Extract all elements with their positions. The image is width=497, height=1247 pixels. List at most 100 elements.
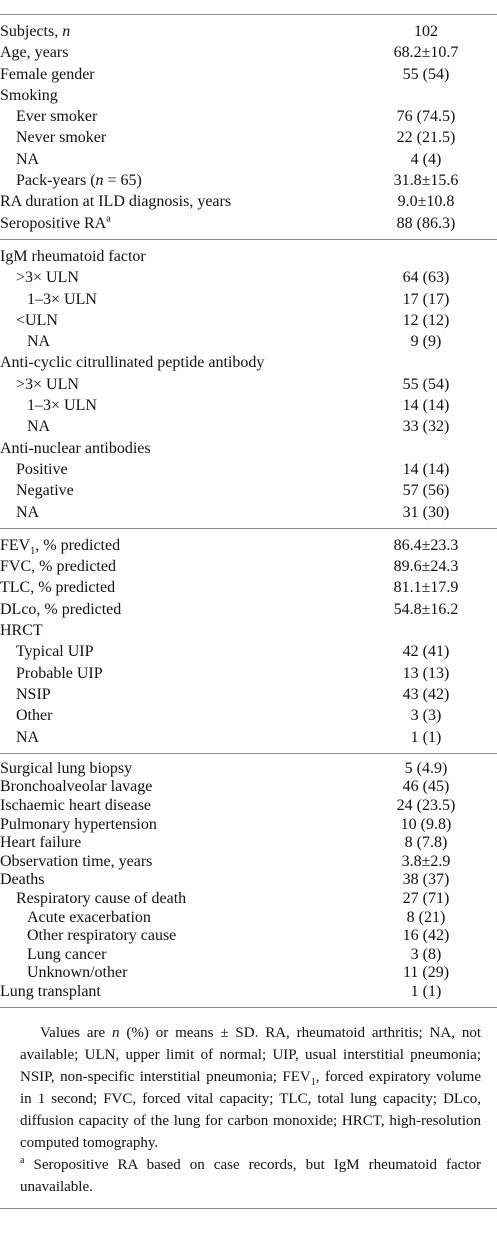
table-row: Age, years 68.2±10.7: [0, 42, 497, 63]
text: Lung cancer: [27, 945, 107, 963]
text: Surgical lung biopsy: [0, 759, 133, 777]
table-row: Respiratory cause of death 27 (71): [0, 890, 497, 909]
footnote: Values are n (%) or means ± SD. RA, rheu…: [20, 1022, 481, 1154]
table-row: FVC, % predicted 89.6±24.3: [0, 556, 497, 577]
text: Never smoker: [16, 129, 107, 147]
table-row: Probable UIP 13 (13): [0, 663, 497, 684]
table-row: Observation time, years 3.8±2.9: [0, 853, 497, 872]
row-value: 8 (7.8): [404, 834, 448, 852]
row-value: 33 (32): [402, 418, 450, 436]
row-value: 12 (12): [402, 311, 450, 329]
row-value: 86.4±23.3: [393, 536, 459, 554]
row-value: 17 (17): [402, 290, 450, 308]
table-row: Other 3 (3): [0, 705, 497, 726]
table-row: Unknown/other 11 (29): [0, 964, 497, 983]
text: Heart failure: [0, 834, 82, 852]
table-row: Pack-years (n = 65) 31.8±15.6: [0, 170, 497, 191]
text: = 65): [103, 172, 142, 190]
row-value: 55 (54): [402, 65, 450, 83]
table-row: HRCT: [0, 620, 497, 641]
row-label: RA duration at ILD diagnosis, years: [0, 191, 367, 212]
row-value: 1 (1): [410, 728, 442, 746]
row-value: 89.6±24.3: [393, 558, 459, 576]
text: Anti-nuclear antibodies: [0, 439, 151, 457]
table-row: NA 33 (32): [0, 416, 497, 437]
subscript: 1: [30, 546, 36, 558]
row-label: Lung cancer: [0, 946, 367, 965]
row-label: Pack-years (n = 65): [0, 170, 367, 191]
text: Age, years: [0, 44, 69, 62]
row-value: [367, 246, 497, 267]
italic-text: n: [62, 23, 71, 40]
row-label: NA: [0, 416, 367, 437]
row-label: Unknown/other: [0, 964, 367, 983]
text: RA duration at ILD diagnosis, years: [0, 193, 232, 211]
table-row: Lung cancer 3 (8): [0, 946, 497, 965]
table-row: Deaths 38 (37): [0, 871, 497, 890]
row-value: 14 (14): [402, 397, 450, 415]
row-value: 42 (41): [402, 643, 450, 661]
table-row: NA 1 (1): [0, 727, 497, 748]
row-value: 10 (9.8): [400, 815, 452, 833]
row-value: 57 (56): [402, 482, 450, 500]
row-value: [367, 620, 497, 641]
text: FVC, % predicted: [0, 558, 116, 576]
row-label: NA: [0, 727, 367, 748]
row-value: [367, 438, 497, 459]
row-value: 8 (21): [406, 908, 446, 926]
text: Ever smoker: [16, 108, 98, 126]
row-value: 14 (14): [402, 460, 450, 478]
row-label: Other respiratory cause: [0, 927, 367, 946]
subscript: 1: [310, 1076, 316, 1088]
text: Anti-cyclic citrullinated peptide antibo…: [0, 354, 265, 372]
text: 1–3× ULN: [27, 290, 97, 308]
row-value: 55 (54): [402, 375, 450, 393]
row-value: 1 (1): [410, 982, 442, 1000]
table-section: IgM rheumatoid factor >3× ULN 64 (63) 1–3× …: [0, 238, 497, 528]
table-row: Anti-cyclic citrullinated peptide antibo…: [0, 352, 497, 373]
table-section: FEV1, % predicted 86.4±23.3 FVC, % predict…: [0, 527, 497, 753]
row-value: 31.8±15.6: [393, 172, 459, 190]
row-label: TLC, % predicted: [0, 577, 367, 598]
row-label: FVC, % predicted: [0, 556, 367, 577]
text: Other: [16, 707, 53, 725]
text: NA: [16, 503, 40, 521]
row-label: Probable UIP: [0, 663, 367, 684]
row-label: Acute exacerbation: [0, 909, 367, 928]
text: 1–3× ULN: [27, 397, 97, 415]
table-row: 1–3× ULN 14 (14): [0, 395, 497, 416]
italic-text: n: [112, 1024, 120, 1041]
row-label: Lung transplant: [0, 983, 367, 1002]
table-row: Female gender 55 (54): [0, 64, 497, 85]
row-value: [367, 85, 497, 106]
footnote: a Seropositive RA based on case records,…: [20, 1154, 481, 1198]
table-row: Surgical lung biopsy 5 (4.9): [0, 760, 497, 779]
table-row: Heart failure 8 (7.8): [0, 834, 497, 853]
text: Lung transplant: [0, 982, 101, 1000]
text: NSIP: [16, 685, 51, 703]
row-label: Subjects, n: [0, 21, 367, 42]
text: <ULN: [16, 311, 58, 329]
row-label: Surgical lung biopsy: [0, 760, 367, 779]
row-value: 11 (29): [402, 964, 450, 982]
table-section: Surgical lung biopsy 5 (4.9) Bronchoalveol…: [0, 752, 497, 1007]
row-value: 81.1±17.9: [393, 579, 459, 597]
text: Smoking: [0, 86, 58, 104]
row-value: 102: [414, 23, 438, 40]
bottom-rule: [0, 1207, 497, 1209]
row-value: [367, 352, 497, 373]
text: NA: [27, 418, 51, 436]
text: Pulmonary hypertension: [0, 815, 157, 833]
superscript: a: [20, 1154, 25, 1166]
row-label: IgM rheumatoid factor: [0, 246, 367, 267]
row-label: Smoking: [0, 85, 367, 106]
text: HRCT: [0, 622, 43, 640]
text: Subjects,: [0, 23, 63, 40]
text: TLC, % predicted: [0, 579, 116, 597]
text: Seropositive RA: [0, 214, 107, 232]
table-row: RA duration at ILD diagnosis, years 9.0±1…: [0, 191, 497, 212]
text: Acute exacerbation: [27, 908, 151, 926]
text: Typical UIP: [16, 643, 94, 661]
row-label: Never smoker: [0, 127, 367, 148]
row-value: 43 (42): [402, 685, 450, 703]
